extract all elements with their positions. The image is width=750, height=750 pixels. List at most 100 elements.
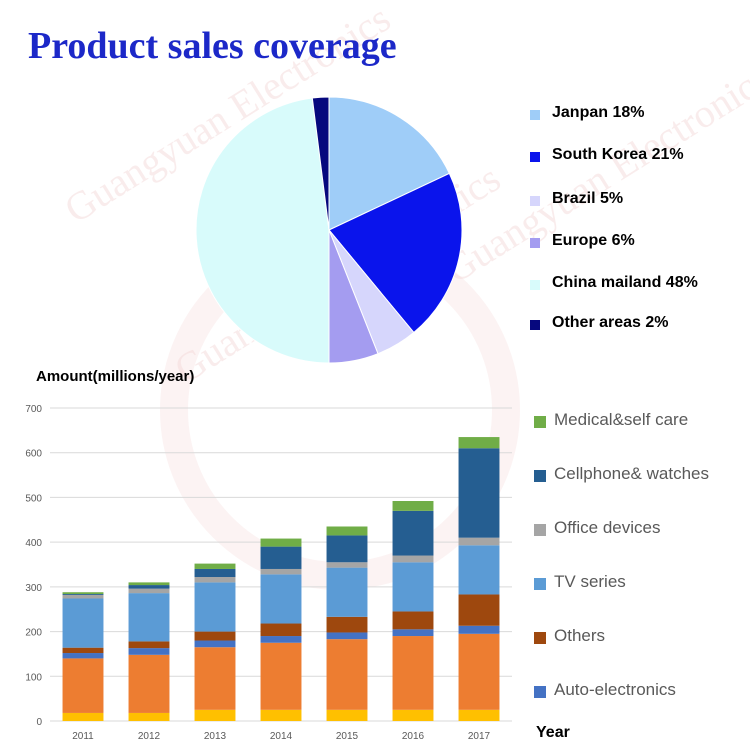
bar-segment bbox=[326, 632, 368, 640]
legend-label: Cellphone& watches bbox=[554, 464, 709, 483]
legend-swatch bbox=[534, 686, 546, 698]
legend-swatch bbox=[530, 238, 540, 248]
bar-segment bbox=[326, 567, 368, 617]
bar-segment bbox=[62, 594, 104, 595]
bar-segment bbox=[260, 546, 302, 569]
bar-segment bbox=[326, 526, 368, 536]
legend-swatch bbox=[534, 416, 546, 428]
bar-segment bbox=[194, 640, 236, 648]
legend-swatch bbox=[534, 578, 546, 590]
bar-segment bbox=[392, 629, 434, 637]
legend-swatch bbox=[534, 632, 546, 644]
y-tick-label: 300 bbox=[25, 583, 42, 594]
legend-label: TV series bbox=[554, 572, 626, 591]
bar-segment bbox=[62, 653, 104, 659]
legend-label: Europe 6% bbox=[552, 232, 635, 249]
x-tick-label: 2014 bbox=[270, 731, 293, 742]
y-tick-label: 700 bbox=[25, 404, 42, 415]
bar-segment bbox=[128, 588, 170, 594]
bar-segment bbox=[62, 598, 104, 648]
bar-segment bbox=[62, 592, 104, 595]
pie-slice bbox=[328, 172, 463, 334]
y-axis-label: Amount(millions/year) bbox=[36, 368, 195, 385]
bar-segment bbox=[458, 594, 500, 626]
x-tick-label: 2012 bbox=[138, 731, 161, 742]
bar-segment bbox=[260, 538, 302, 547]
x-tick-label: 2016 bbox=[402, 731, 425, 742]
y-tick-label: 100 bbox=[25, 672, 42, 683]
bar-segment bbox=[392, 555, 434, 563]
legend-swatch bbox=[534, 524, 546, 536]
bar-segment bbox=[458, 437, 500, 449]
pie-slice bbox=[328, 96, 451, 231]
bar-segment bbox=[128, 582, 170, 586]
bar-segment bbox=[392, 501, 434, 511]
bar-segment bbox=[62, 712, 104, 721]
legend-label: Others bbox=[554, 626, 606, 645]
legend-label: Janpan 18% bbox=[552, 104, 645, 121]
bar-segment bbox=[458, 709, 500, 721]
bar-segment bbox=[260, 709, 302, 721]
bar-segment bbox=[62, 594, 104, 599]
bar-segment bbox=[194, 582, 236, 632]
bar-segment bbox=[458, 448, 500, 538]
bar-segment bbox=[392, 562, 434, 612]
y-tick-label: 0 bbox=[36, 717, 42, 728]
bar-segment bbox=[458, 537, 500, 546]
legend-label: Office devices bbox=[554, 518, 661, 537]
bar-segment bbox=[194, 709, 236, 721]
bar-segment bbox=[458, 633, 500, 710]
bar-segment bbox=[326, 709, 368, 721]
bar-segment bbox=[194, 577, 236, 583]
bar-segment bbox=[194, 563, 236, 569]
bar-segment bbox=[260, 623, 302, 637]
legend-swatch bbox=[530, 152, 540, 162]
x-tick-label: 2013 bbox=[204, 731, 227, 742]
legend-label: Brazil 5% bbox=[552, 190, 624, 207]
bar-segment bbox=[194, 631, 236, 641]
legend-swatch bbox=[534, 470, 546, 482]
legend-label: South Korea 21% bbox=[552, 146, 684, 163]
legend-swatch bbox=[530, 280, 540, 290]
bar-segment bbox=[128, 654, 170, 713]
bar-segment bbox=[392, 636, 434, 710]
bar-segment bbox=[458, 545, 500, 595]
pie-chart bbox=[195, 96, 463, 364]
legend-swatch bbox=[530, 320, 540, 330]
y-tick-label: 200 bbox=[25, 628, 42, 639]
bar-segment bbox=[260, 574, 302, 624]
legend-swatch bbox=[530, 196, 540, 206]
legend-label: Medical&self care bbox=[554, 410, 689, 429]
bar-segment bbox=[260, 636, 302, 643]
y-tick-label: 400 bbox=[25, 538, 42, 549]
bar-segment bbox=[62, 658, 104, 713]
bar-segment bbox=[458, 625, 500, 634]
legend-label: China mailand 48% bbox=[552, 274, 698, 291]
pie-slice bbox=[311, 96, 330, 231]
bar-segment bbox=[62, 647, 104, 654]
y-tick-label: 600 bbox=[25, 449, 42, 460]
bar-segment bbox=[128, 593, 170, 642]
bar-segment bbox=[128, 585, 170, 589]
legend-label: Other areas 2% bbox=[552, 314, 669, 331]
bar-segment bbox=[194, 568, 236, 578]
x-tick-label: 2017 bbox=[468, 731, 491, 742]
chart-title: Product sales coverage bbox=[28, 25, 397, 67]
bar-segment bbox=[326, 639, 368, 710]
bar-segment bbox=[326, 535, 368, 563]
legend-swatch bbox=[530, 110, 540, 120]
bar-segment bbox=[260, 642, 302, 710]
bar-segment bbox=[194, 647, 236, 710]
bar-segment bbox=[128, 712, 170, 721]
bar-segment bbox=[128, 641, 170, 649]
legend-label: Auto-electronics bbox=[554, 680, 676, 699]
x-tick-label: 2015 bbox=[336, 731, 359, 742]
bar-segment bbox=[392, 709, 434, 721]
bar-segment bbox=[392, 510, 434, 556]
pie-slice bbox=[195, 97, 330, 364]
y-tick-label: 500 bbox=[25, 493, 42, 504]
bar-segment bbox=[392, 611, 434, 630]
x-axis-label: Year bbox=[536, 724, 570, 741]
bar-segment bbox=[326, 616, 368, 633]
